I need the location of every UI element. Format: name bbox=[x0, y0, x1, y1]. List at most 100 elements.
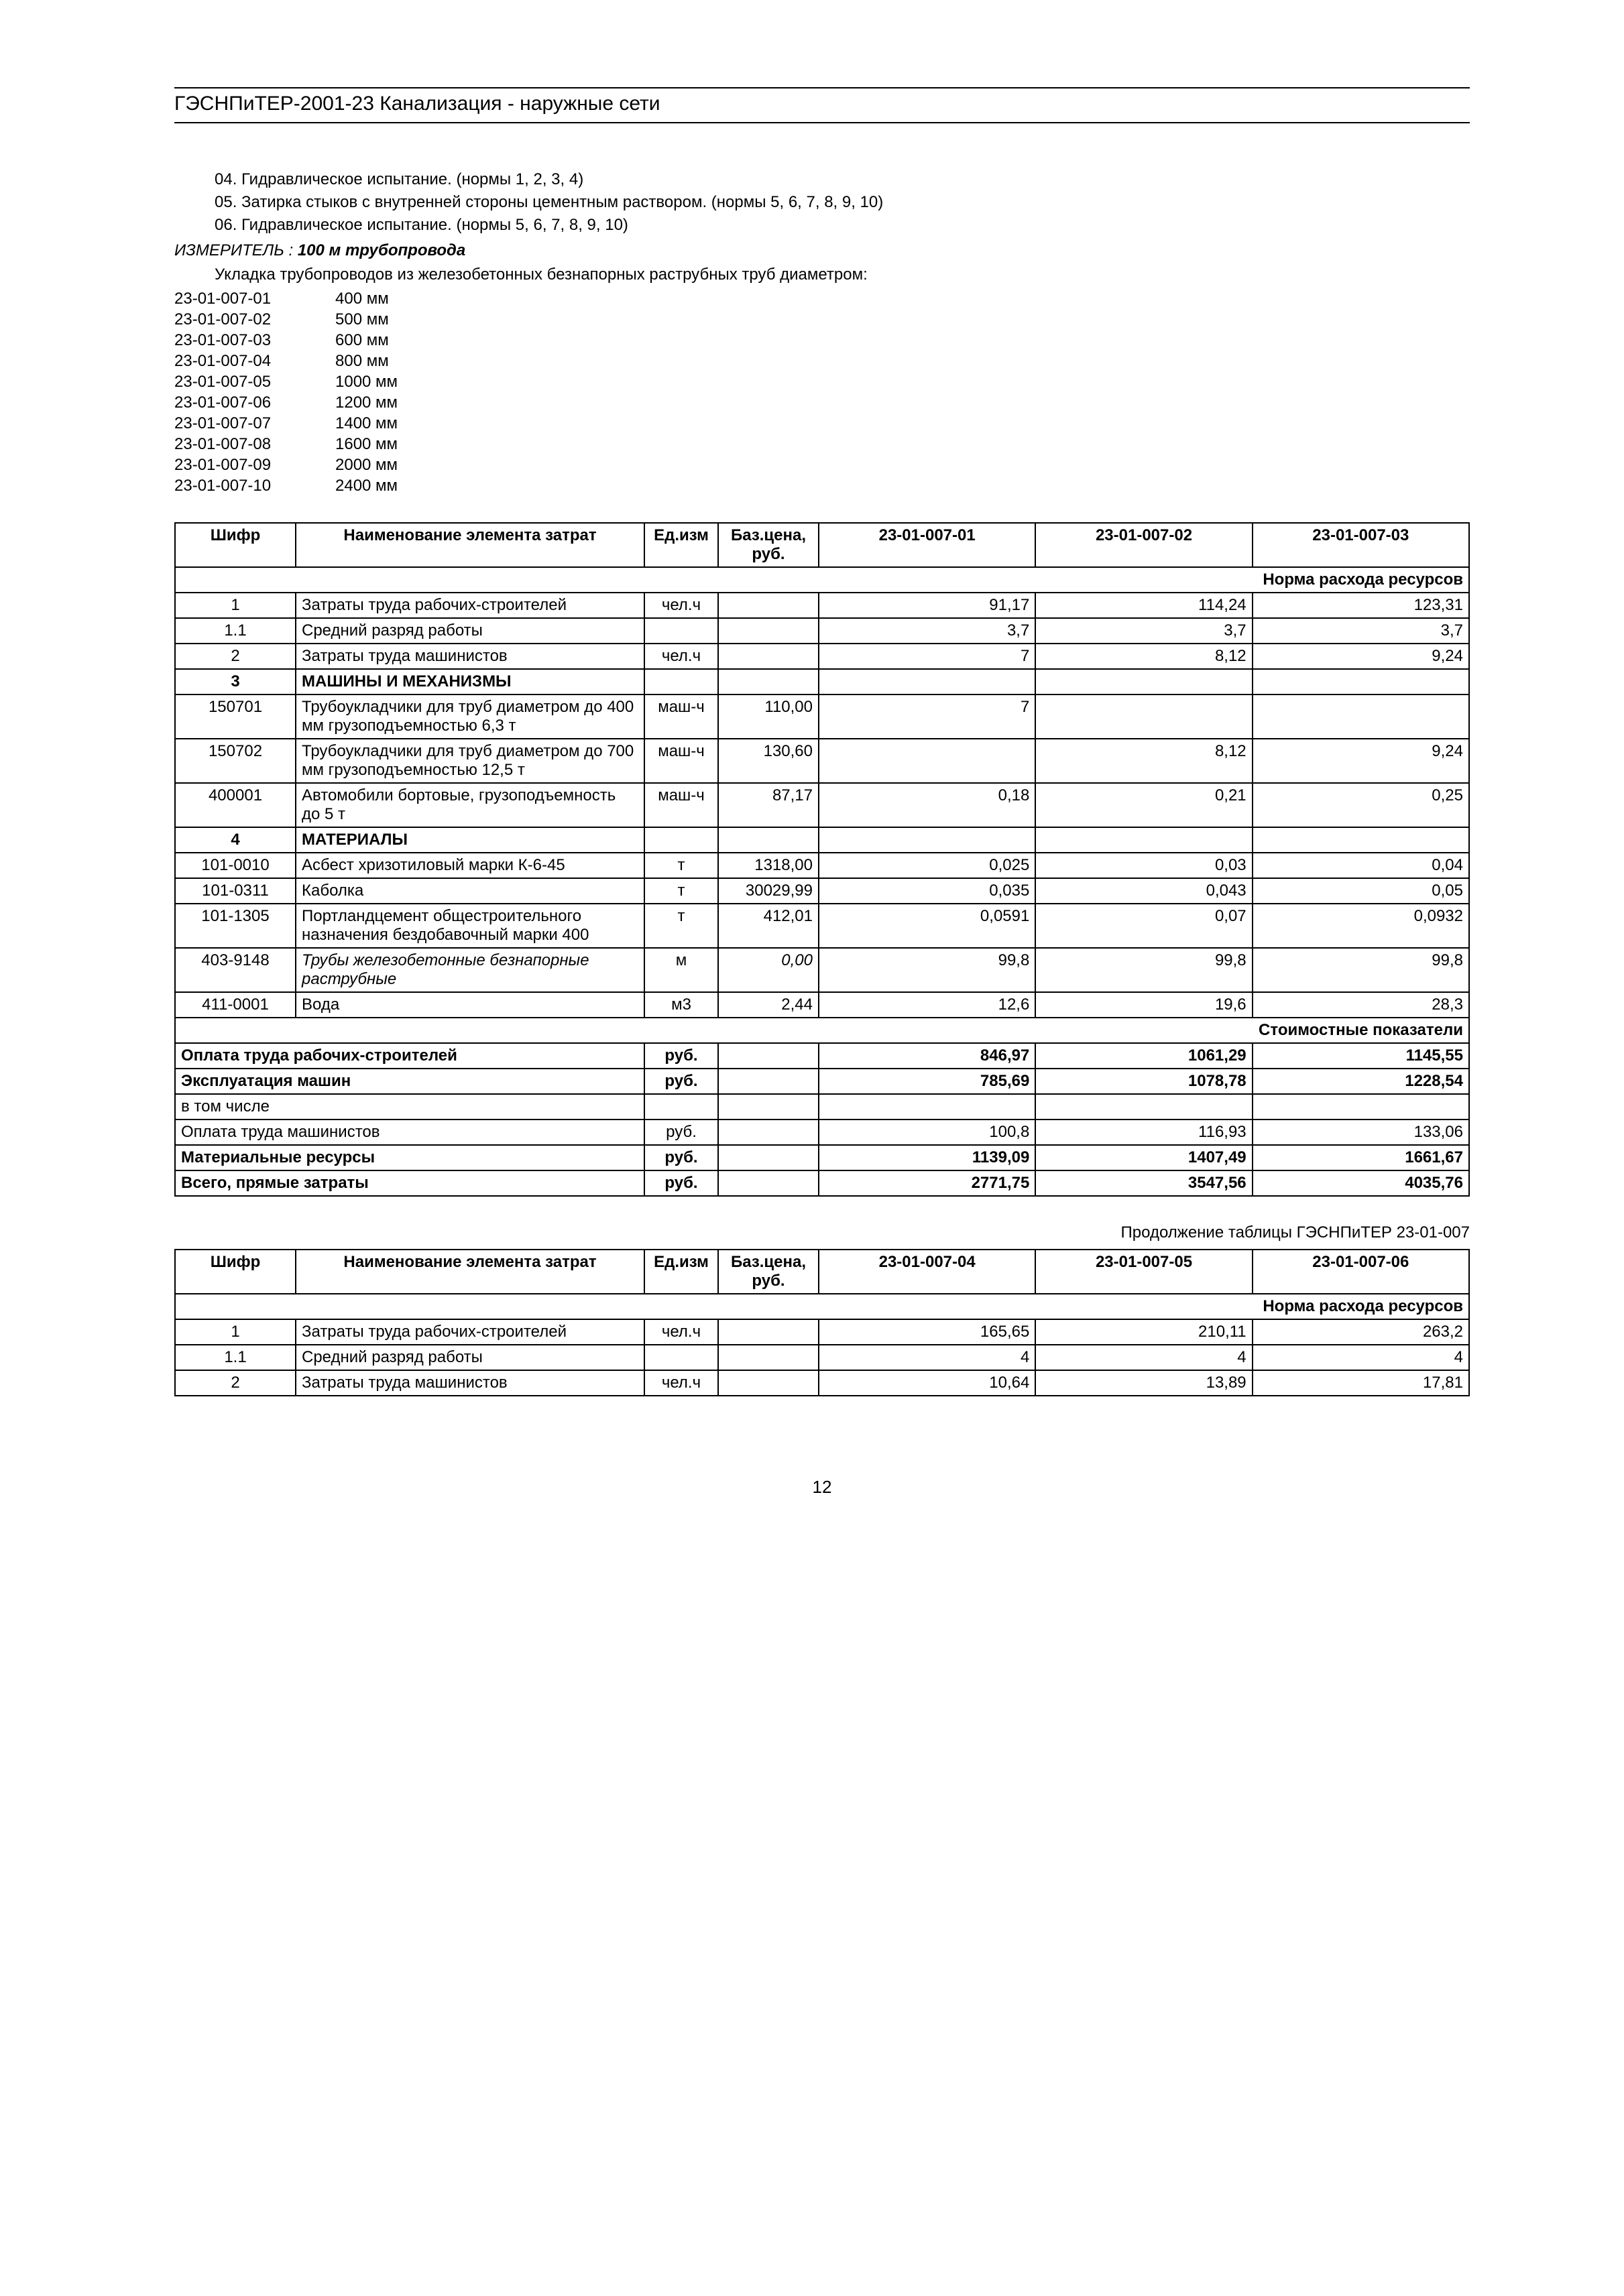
cell: 1061,29 bbox=[1035, 1043, 1252, 1069]
cell: Трубоукладчики для труб диаметром до 700… bbox=[296, 739, 644, 783]
cell: 101-1305 bbox=[175, 904, 296, 948]
cell: 2 bbox=[175, 1370, 296, 1396]
cell: 400001 bbox=[175, 783, 296, 827]
cell: 1.1 bbox=[175, 1345, 296, 1370]
cell bbox=[718, 1170, 819, 1196]
cell: Средний разряд работы bbox=[296, 618, 644, 644]
cell: 411-0001 bbox=[175, 992, 296, 1018]
cell: чел.ч bbox=[644, 1319, 718, 1345]
cell: Асбест хризотиловый марки К-6-45 bbox=[296, 853, 644, 878]
cell: маш-ч bbox=[644, 783, 718, 827]
cell: 4035,76 bbox=[1253, 1170, 1469, 1196]
cell: Затраты труда машинистов bbox=[296, 644, 644, 669]
code-row: 23-01-007-03 600 мм bbox=[174, 331, 1470, 350]
cell bbox=[718, 669, 819, 694]
cell: 1 bbox=[175, 593, 296, 618]
cell: Средний разряд работы bbox=[296, 1345, 644, 1370]
cell: 28,3 bbox=[1253, 992, 1469, 1018]
cell: 7 bbox=[819, 644, 1035, 669]
cell: 4 bbox=[819, 1345, 1035, 1370]
header-cell: Ед.изм bbox=[644, 1250, 718, 1294]
cell: 101-0311 bbox=[175, 878, 296, 904]
cell: 0,04 bbox=[1253, 853, 1469, 878]
cell: 165,65 bbox=[819, 1319, 1035, 1345]
meter-label: ИЗМЕРИТЕЛЬ : bbox=[174, 241, 298, 259]
meter-line: ИЗМЕРИТЕЛЬ : 100 м трубопровода bbox=[174, 241, 1470, 260]
cell: 91,17 bbox=[819, 593, 1035, 618]
cell: 4 bbox=[1253, 1345, 1469, 1370]
cell bbox=[718, 827, 819, 853]
code-desc: 500 мм bbox=[335, 310, 389, 329]
cell: 0,05 bbox=[1253, 878, 1469, 904]
cell: т bbox=[644, 853, 718, 878]
header-cell: 23-01-007-03 bbox=[1253, 523, 1469, 567]
cell: 403-9148 bbox=[175, 948, 296, 992]
section-header: Стоимостные показатели bbox=[175, 1018, 1469, 1043]
code-row: 23-01-007-04800 мм bbox=[174, 352, 1470, 371]
code-desc: 600 мм bbox=[335, 331, 389, 350]
cell: 87,17 bbox=[718, 783, 819, 827]
code-row: 23-01-007-061200 мм bbox=[174, 394, 1470, 412]
code-row: 23-01-007-092000 мм bbox=[174, 456, 1470, 475]
header-cell: Ед.изм bbox=[644, 523, 718, 567]
cell: 133,06 bbox=[1253, 1120, 1469, 1145]
header-cell: Баз.цена, руб. bbox=[718, 1250, 819, 1294]
code-id: 23-01-007-07 bbox=[174, 414, 308, 433]
cell bbox=[718, 1069, 819, 1094]
cell: МАТЕРИАЛЫ bbox=[296, 827, 644, 853]
cell: 3,7 bbox=[1035, 618, 1252, 644]
cell: чел.ч bbox=[644, 593, 718, 618]
cell: руб. bbox=[644, 1069, 718, 1094]
cell: 0,0591 bbox=[819, 904, 1035, 948]
cell: руб. bbox=[644, 1043, 718, 1069]
header-cell: Шифр bbox=[175, 1250, 296, 1294]
cell bbox=[819, 739, 1035, 783]
code-row: 23-01-007-051000 мм bbox=[174, 373, 1470, 391]
cell: 0,035 bbox=[819, 878, 1035, 904]
header-cell: 23-01-007-01 bbox=[819, 523, 1035, 567]
page-number: 12 bbox=[174, 1477, 1470, 1498]
cell: 99,8 bbox=[1253, 948, 1469, 992]
cell: 8,12 bbox=[1035, 739, 1252, 783]
header-cell: Шифр bbox=[175, 523, 296, 567]
cell: Автомобили бортовые, грузоподъемность до… bbox=[296, 783, 644, 827]
cell: 3,7 bbox=[819, 618, 1035, 644]
cell bbox=[718, 593, 819, 618]
cell: 1228,54 bbox=[1253, 1069, 1469, 1094]
cell bbox=[1035, 1094, 1252, 1120]
cell bbox=[1035, 669, 1252, 694]
cell: руб. bbox=[644, 1120, 718, 1145]
cell bbox=[644, 827, 718, 853]
section-header: Норма расхода ресурсов bbox=[175, 1294, 1469, 1319]
code-row: 23-01-007-071400 мм bbox=[174, 414, 1470, 433]
cell bbox=[718, 1319, 819, 1345]
cell: 0,0932 bbox=[1253, 904, 1469, 948]
cell: Затраты труда рабочих-строителей bbox=[296, 1319, 644, 1345]
cost-name: Материальные ресурсы bbox=[175, 1145, 644, 1170]
cell: 13,89 bbox=[1035, 1370, 1252, 1396]
continuation-caption: Продолжение таблицы ГЭСНПиТЕР 23-01-007 bbox=[174, 1223, 1470, 1242]
cell: 3547,56 bbox=[1035, 1170, 1252, 1196]
cell bbox=[718, 1370, 819, 1396]
section-header: Норма расхода ресурсов bbox=[175, 567, 1469, 593]
cell: Вода bbox=[296, 992, 644, 1018]
cell bbox=[1035, 827, 1252, 853]
cell: 4 bbox=[1035, 1345, 1252, 1370]
code-list: 23-01-007-01400 мм23-01-007-02500 мм23-0… bbox=[174, 290, 1470, 495]
cell bbox=[1253, 694, 1469, 739]
document-header: ГЭСНПиТЕР-2001-23 Канализация - наружные… bbox=[174, 87, 1470, 123]
header-cell: Наименование элемента затрат bbox=[296, 523, 644, 567]
cell bbox=[718, 618, 819, 644]
cell: 9,24 bbox=[1253, 739, 1469, 783]
cell: 130,60 bbox=[718, 739, 819, 783]
continuation-table: ШифрНаименование элемента затратЕд.измБа… bbox=[174, 1249, 1470, 1396]
code-desc: 1600 мм bbox=[335, 435, 398, 454]
code-id: 23-01-007-03 bbox=[174, 331, 308, 350]
cell bbox=[819, 1094, 1035, 1120]
cell bbox=[718, 1145, 819, 1170]
cell: 8,12 bbox=[1035, 644, 1252, 669]
cost-name: Эксплуатация машин bbox=[175, 1069, 644, 1094]
cell: 0,043 bbox=[1035, 878, 1252, 904]
cell: чел.ч bbox=[644, 1370, 718, 1396]
cell: 1407,49 bbox=[1035, 1145, 1252, 1170]
